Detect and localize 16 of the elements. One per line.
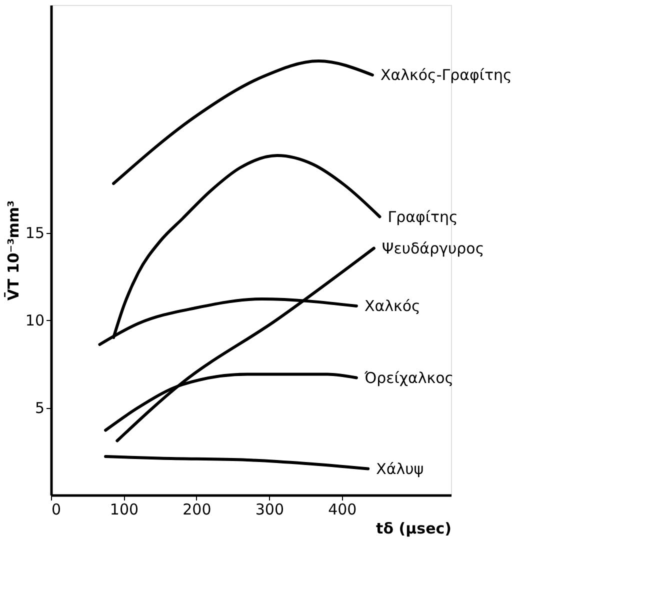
y-axis-title: V̄T 10⁻³mm³ [4,200,22,301]
y-tick-label: 10 [25,312,44,330]
x-axis-title: tδ (μsec) [376,520,452,538]
series-label: Χαλκός [364,297,420,315]
x-tick-label: 200 [182,500,212,518]
series-label: Χαλκός-Γραφίτης [380,66,512,84]
series-label: Ψευδάργυρος [382,239,484,258]
y-tick-label: 15 [25,224,44,242]
x-tick-label: 400 [328,500,357,518]
x-tick-label: 100 [110,500,139,518]
series-label: Γραφίτης [388,208,458,226]
x-tick-label: 300 [255,500,284,518]
y-tick-label: 5 [34,399,44,417]
x-tick-label: 0 [52,500,62,518]
series-label: Χάλυψ [376,460,424,478]
series-label: Όρείχαλκος [363,368,454,387]
